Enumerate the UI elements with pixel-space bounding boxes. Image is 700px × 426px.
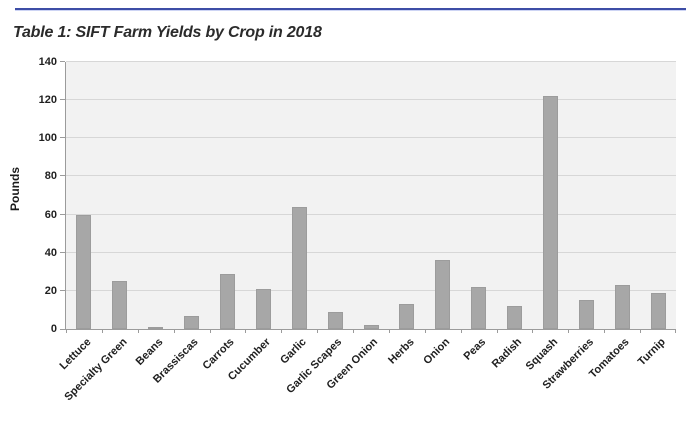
y-axis-tick-label: 0 (50, 323, 57, 335)
x-axis-tick (675, 330, 676, 333)
bar-garlic-scapes (327, 311, 343, 329)
bar-green-onion (363, 325, 379, 329)
bar-radish (507, 306, 523, 329)
gridline (66, 289, 676, 291)
bar-onion (435, 260, 451, 329)
bar-lettuce (76, 214, 92, 329)
x-axis-tick (210, 330, 211, 333)
y-axis-tick (60, 289, 65, 291)
x-axis-category-label: Turnip (635, 336, 668, 369)
x-axis-tick (281, 330, 282, 333)
x-axis-category-label: Peas (461, 336, 489, 363)
x-axis-tick (568, 330, 569, 333)
x-axis-tick (497, 330, 498, 333)
x-axis-category-label: Radish (489, 336, 525, 371)
y-axis-tick (60, 175, 65, 177)
y-axis-tick (60, 61, 65, 62)
gridline (66, 137, 676, 139)
y-axis-tick-label: 80 (44, 170, 57, 183)
x-axis-category-label: Carrots (200, 336, 237, 373)
gridline (66, 251, 676, 253)
x-axis-category-label: Herbs (385, 336, 417, 367)
bar-beans (148, 327, 164, 329)
y-axis-tick-label: 40 (44, 246, 57, 259)
x-axis-tick (66, 330, 67, 333)
y-axis-tick-label: 20 (44, 284, 57, 297)
x-axis-tick (461, 330, 462, 333)
y-axis-tick-label: 140 (38, 56, 57, 68)
bar-peas (471, 287, 487, 329)
x-axis-category-label: Beans (133, 336, 166, 368)
x-axis-tick (604, 330, 605, 333)
header-rule (15, 8, 686, 11)
x-axis-category-label: Lettuce (57, 336, 94, 373)
x-axis-tick (532, 330, 533, 333)
x-axis-category-label: Garlic (278, 336, 309, 367)
y-axis-title: Pounds (8, 167, 22, 211)
y-axis-tick-label: 120 (38, 94, 57, 107)
x-axis-tick (353, 330, 354, 333)
bar-strawberries (578, 300, 594, 329)
x-axis-category-label: Squash (523, 336, 560, 373)
x-axis-tick (640, 330, 641, 333)
y-axis-tick-label: 60 (44, 208, 57, 221)
gridline (66, 99, 676, 101)
bar-garlic (291, 206, 307, 329)
x-axis-tick (245, 330, 246, 333)
x-axis-tick (138, 330, 139, 333)
plot-area (60, 61, 676, 333)
bar-turnip (650, 292, 666, 329)
bar-carrots (219, 273, 235, 329)
y-axis-tick (60, 251, 65, 253)
x-axis-tick (102, 330, 103, 333)
y-axis-tick-label: 100 (38, 132, 57, 145)
x-axis-tick (317, 330, 318, 333)
bar-cucumber (255, 288, 271, 329)
bar-herbs (399, 304, 415, 329)
gridline (66, 213, 676, 215)
y-axis-tick (60, 99, 65, 101)
chart-title: Table 1: SIFT Farm Yields by Crop in 201… (13, 24, 322, 41)
x-axis-category-label: Onion (421, 336, 453, 367)
bar-specialty-green (112, 281, 128, 329)
bar-tomatoes (614, 285, 630, 329)
y-axis-tick (60, 213, 65, 215)
x-axis-tick (174, 330, 175, 333)
bar-squash (542, 96, 558, 329)
gridline (66, 61, 676, 62)
x-axis-tick (425, 330, 426, 333)
x-axis-category-label: Specialty Green (62, 336, 130, 404)
y-axis-tick (60, 137, 65, 139)
x-axis-tick (389, 330, 390, 333)
y-axis-tick (60, 329, 65, 330)
bar-brassiscas (184, 315, 200, 329)
gridline (66, 175, 676, 177)
